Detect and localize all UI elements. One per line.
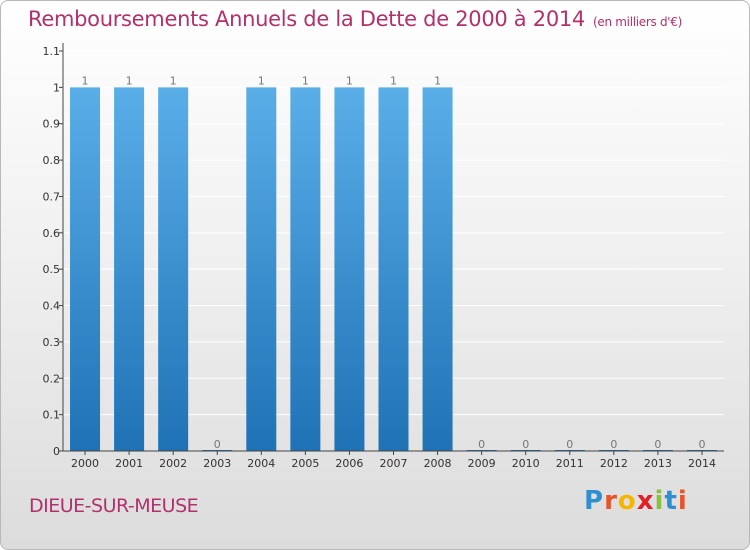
x-tick-label: 2011 <box>556 457 584 470</box>
data-label: 1 <box>126 74 133 87</box>
data-label: 1 <box>390 74 397 87</box>
bar <box>290 87 321 451</box>
data-label: 1 <box>346 74 353 87</box>
logo-letter: i <box>677 486 688 516</box>
y-tick-label: 0.2 <box>43 372 61 385</box>
bar <box>70 87 101 451</box>
bar <box>246 87 277 451</box>
data-label: 0 <box>566 438 573 451</box>
y-tick-label: 0.5 <box>43 263 61 276</box>
y-tick-label: 0.9 <box>43 118 61 131</box>
x-tick-label: 2002 <box>159 457 187 470</box>
data-label: 1 <box>302 74 309 87</box>
y-tick-label: 1.1 <box>43 45 61 58</box>
x-tick-label: 2010 <box>512 457 540 470</box>
axes <box>59 43 724 455</box>
x-tick-label: 2009 <box>468 457 496 470</box>
logo-letter: o <box>617 486 637 516</box>
x-tick-label: 2014 <box>688 457 716 470</box>
bar <box>334 87 365 451</box>
bar <box>114 87 145 451</box>
bar <box>378 87 409 451</box>
data-label: 1 <box>258 74 265 87</box>
chart-title-text: Remboursements Annuels de la Dette de 20… <box>28 7 585 31</box>
data-label: 0 <box>478 438 485 451</box>
bar <box>422 87 453 451</box>
logo-letter: i <box>654 486 665 516</box>
y-tick-label: 0.1 <box>43 409 61 422</box>
x-tick-label: 2008 <box>424 457 452 470</box>
y-tick-label: 0 <box>53 445 60 458</box>
y-tick-label: 0.6 <box>43 227 61 240</box>
y-tick-label: 1 <box>53 81 60 94</box>
data-label: 1 <box>170 74 177 87</box>
chart-title: Remboursements Annuels de la Dette de 20… <box>28 7 682 31</box>
y-tick-label: 0.8 <box>43 154 61 167</box>
data-label: 1 <box>434 74 441 87</box>
logo-letter: r <box>604 486 618 516</box>
data-label: 0 <box>698 438 705 451</box>
y-tick-label: 0.7 <box>43 190 61 203</box>
chart-unit: (en milliers d'€) <box>593 15 683 29</box>
data-label: 0 <box>214 438 221 451</box>
x-tick-label: 2006 <box>335 457 363 470</box>
x-tick-label: 2012 <box>600 457 628 470</box>
bars <box>70 87 717 451</box>
data-label: 0 <box>654 438 661 451</box>
bar <box>158 87 189 451</box>
y-tick-label: 0.4 <box>43 300 61 313</box>
x-tick-label: 2003 <box>203 457 231 470</box>
x-tick-label: 2000 <box>71 457 99 470</box>
x-tick-label: 2001 <box>115 457 143 470</box>
data-label: 1 <box>82 74 89 87</box>
logo-letter: t <box>664 486 678 516</box>
x-tick-label: 2007 <box>380 457 408 470</box>
logo-letter: P <box>584 486 605 516</box>
x-tick-label: 2013 <box>644 457 672 470</box>
labels: 0 0.1 0.2 0.3 0.4 0.5 0.6 0.7 0.8 0.9 1 1.1 2000 1 200… <box>43 45 716 470</box>
data-label: 0 <box>610 438 617 451</box>
x-tick-label: 2004 <box>247 457 275 470</box>
x-tick-label: 2005 <box>291 457 319 470</box>
data-label: 0 <box>522 438 529 451</box>
logo-letter: x <box>636 486 655 516</box>
commune-name: DIEUE-SUR-MEUSE <box>29 495 199 517</box>
proxiti-logo: Proxiti <box>584 486 688 516</box>
y-tick-label: 0.3 <box>43 336 61 349</box>
